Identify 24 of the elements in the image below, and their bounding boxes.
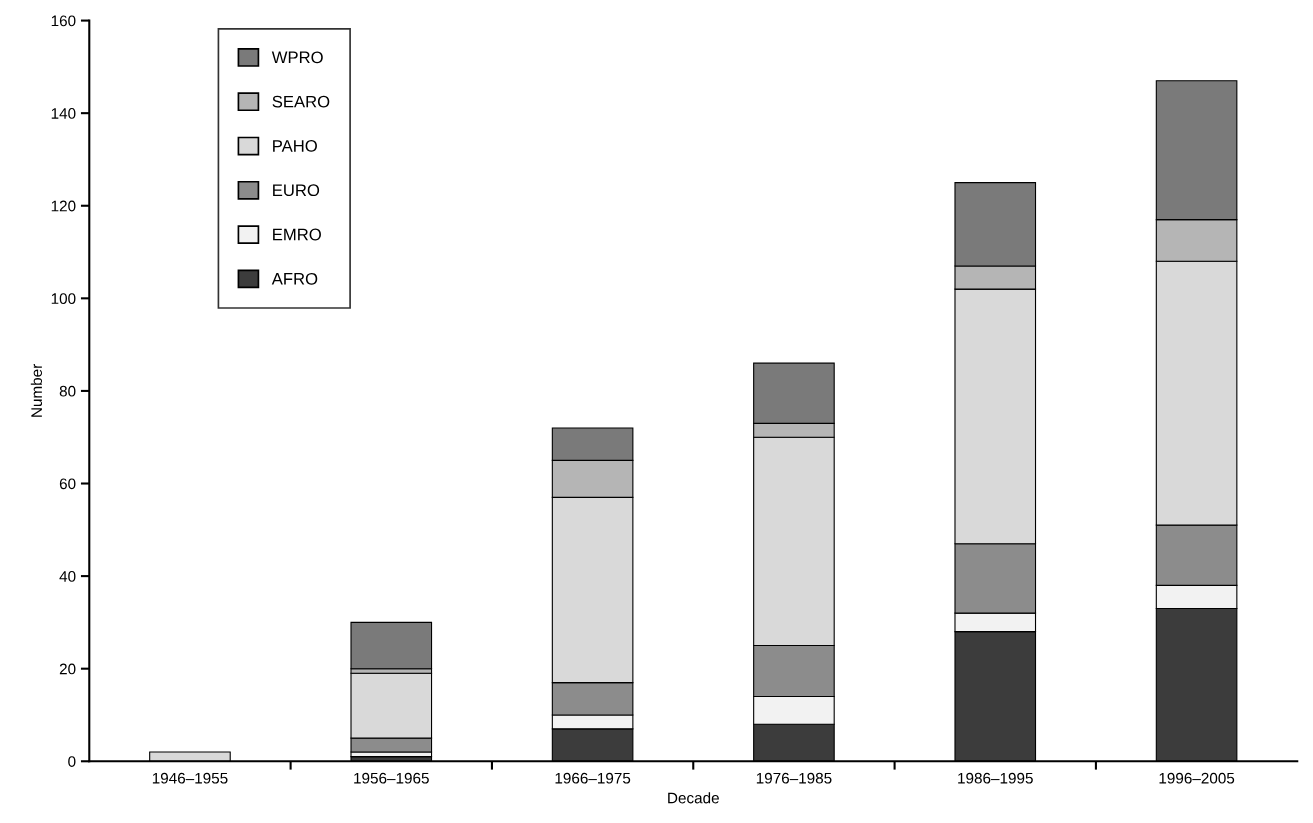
- x-tick-label: 1956–1965: [354, 772, 429, 784]
- y-tick-label: 0: [68, 756, 76, 767]
- legend-label: WPRO: [271, 51, 323, 64]
- y-axis-title: Number: [30, 364, 43, 417]
- legend-label: EMRO: [273, 228, 321, 241]
- y-tick-label: 60: [59, 478, 76, 490]
- x-tick-label: 1976–1985: [756, 772, 832, 784]
- x-tick-label: 1946–1955: [152, 772, 228, 784]
- y-tick-label: 160: [51, 15, 76, 27]
- y-tick-label: 140: [51, 108, 76, 119]
- bar: [350, 621, 433, 670]
- y-tick-label: 20: [59, 663, 76, 675]
- x-axis-title: Decade: [668, 792, 719, 804]
- legend-label: PAHO: [273, 140, 317, 152]
- x-tick-label: 1996–2005: [1159, 772, 1235, 784]
- x-tick-label: 1986–1995: [958, 772, 1033, 784]
- x-tick-label: 1966–1975: [555, 772, 631, 784]
- legend-label: AFRO: [271, 272, 318, 285]
- legend-label: EURO: [273, 184, 320, 197]
- y-tick-label: 120: [51, 200, 76, 212]
- y-tick-label: 40: [59, 570, 76, 582]
- y-tick-label: 80: [59, 385, 76, 397]
- legend-label: SEARO: [272, 95, 330, 108]
- y-tick-label: 100: [51, 293, 76, 305]
